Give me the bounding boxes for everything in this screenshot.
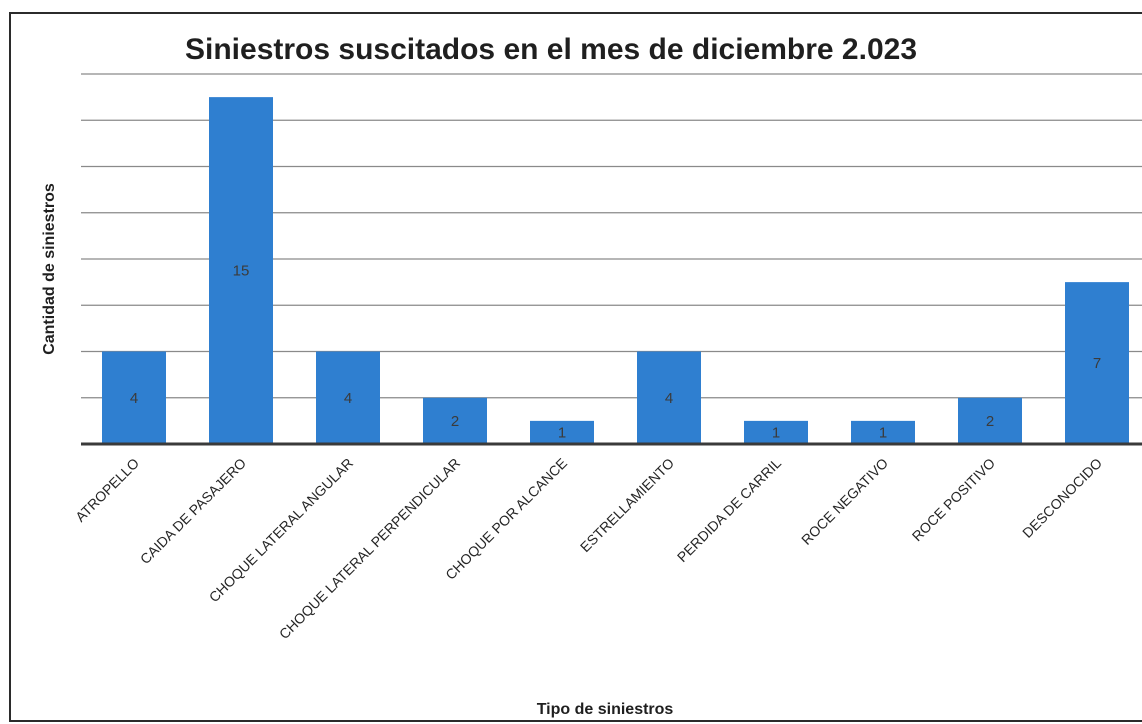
- bar: [744, 420, 808, 444]
- bar: [209, 97, 273, 444]
- data-label: 4: [665, 390, 673, 407]
- x-axis-title: Tipo de siniestros: [537, 701, 674, 718]
- data-label: 4: [130, 390, 138, 407]
- y-axis-title: Cantidad de siniestros: [41, 183, 58, 355]
- category-label: ESTRELLAMIENTO: [577, 455, 677, 555]
- data-label: 2: [986, 413, 994, 430]
- category-label: CAIDA DE PASAJERO: [137, 455, 249, 567]
- bar: [530, 420, 594, 444]
- bar: [423, 397, 487, 444]
- category-label: DESCONOCIDO: [1019, 455, 1105, 541]
- bar: [851, 420, 915, 444]
- data-label: 7: [1093, 355, 1101, 372]
- bar: [316, 351, 380, 444]
- category-label: ATROPELLO: [72, 455, 142, 525]
- bar: [102, 351, 166, 444]
- data-label: 15: [233, 263, 250, 280]
- bar-chart: Siniestros suscitados en el mes de dicie…: [41, 33, 1142, 718]
- category-label: CHOQUE POR ALCANCE: [442, 455, 570, 583]
- bar: [958, 397, 1022, 444]
- category-label: ROCE POSITIVO: [909, 455, 999, 545]
- data-label: 1: [772, 424, 780, 441]
- data-label: 1: [558, 424, 566, 441]
- data-label: 2: [451, 413, 459, 430]
- category-label: ROCE NEGATIVO: [798, 455, 891, 548]
- bars: [102, 97, 1129, 444]
- bar: [1065, 282, 1129, 444]
- chart-title: Siniestros suscitados en el mes de dicie…: [185, 33, 917, 66]
- bar: [637, 351, 701, 444]
- data-label: 4: [344, 390, 352, 407]
- category-label: CHOQUE LATERAL PERPENDICULAR: [276, 455, 463, 642]
- data-label: 1: [879, 424, 887, 441]
- chart-frame: Siniestros suscitados en el mes de dicie…: [9, 12, 1142, 722]
- category-label: PERDIDA DE CARRIL: [674, 455, 784, 565]
- data-labels: 4 15 4 2 1 4 1 1 2 7: [130, 263, 1101, 442]
